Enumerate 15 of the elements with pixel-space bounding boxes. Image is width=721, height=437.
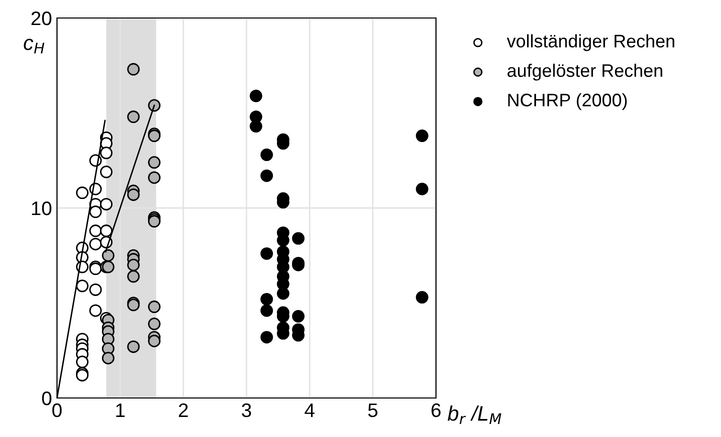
y-tick-label: 0 <box>42 391 52 406</box>
y-axis-title: c$_{H}$ <box>24 38 44 54</box>
legend-label: NCHRP (2000) <box>508 93 627 110</box>
x-axis-title: b$_{r}$ /L$_{M}$ <box>448 405 502 424</box>
x-tick-label: 6 <box>432 403 441 418</box>
legend-label: vollständiger Rechen <box>506 34 674 52</box>
x-tick-label: 3 <box>242 403 252 418</box>
x-tick-label: 4 <box>304 404 315 417</box>
x-tick-label: 1 <box>116 404 125 417</box>
x-tick-label: 0 <box>52 403 62 418</box>
y-tick-label: 10 <box>32 201 52 216</box>
x-tick-label: 5 <box>368 404 378 418</box>
x-tick-label: 2 <box>178 403 188 417</box>
legend-label: aufgelöster Rechen <box>508 64 662 81</box>
y-tick-label: 20 <box>31 11 52 26</box>
